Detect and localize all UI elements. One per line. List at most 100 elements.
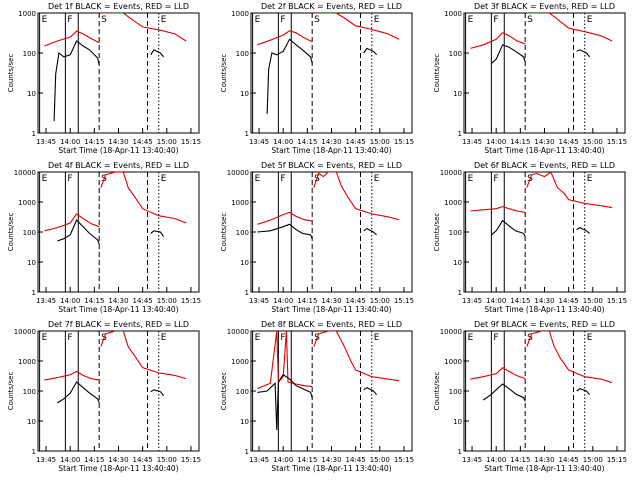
panel-title: Det 1f BLACK = Events, RED = LLD (48, 2, 189, 11)
x-tick-label: 14:45 (346, 297, 366, 305)
plot-frame (250, 12, 413, 134)
y-tick-label: 10 (27, 259, 36, 267)
x-tick-label: 14:15 (297, 138, 317, 146)
event-marker-label: F (493, 333, 498, 343)
x-tick-label: 15:00 (583, 138, 603, 146)
event-marker-label: F (280, 174, 285, 184)
events-series-line (53, 40, 100, 122)
panel-title: Det 8f BLACK = Events, RED = LLD (261, 320, 402, 329)
x-tick-label: 14:15 (510, 138, 530, 146)
x-tick-label: 14:00 (486, 138, 506, 146)
x-tick-label: 15:00 (370, 297, 390, 305)
x-tick-label: 15:00 (583, 297, 603, 305)
x-tick-label: 14:00 (486, 456, 506, 464)
events-series-line (576, 387, 591, 396)
x-tick-label: 15:15 (394, 138, 414, 146)
y-tick-label: 100 (236, 50, 249, 58)
x-tick-label: 13:45 (36, 138, 56, 146)
y-tick-label: 10000 (227, 328, 249, 336)
x-tick-label: 14:15 (510, 297, 530, 305)
x-tick-label: 14:30 (321, 138, 341, 146)
x-axis-label: Start Time (18-Apr-11 13:40:40) (271, 146, 391, 155)
panel-title: Det 9f BLACK = Events, RED = LLD (474, 320, 615, 329)
y-axis-label: Counts/sec (433, 54, 441, 93)
y-tick-label: 10000 (14, 328, 36, 336)
x-tick-label: 14:15 (84, 138, 104, 146)
x-tick-label: 13:45 (462, 297, 482, 305)
event-marker-label: E (468, 174, 474, 184)
y-tick-label: 10 (27, 90, 36, 98)
event-marker-label: E (587, 174, 593, 184)
y-tick-label: 1 (245, 130, 249, 138)
x-tick-label: 15:00 (157, 297, 177, 305)
panel-title: Det 6f BLACK = Events, RED = LLD (474, 161, 615, 170)
panel-title: Det 3f BLACK = Events, RED = LLD (474, 2, 615, 11)
x-axis-label: Start Time (18-Apr-11 13:40:40) (271, 464, 391, 473)
y-tick-label: 10 (27, 418, 36, 426)
event-marker-label: E (255, 333, 261, 343)
event-marker-label: E (42, 333, 48, 343)
plot-frame (463, 12, 626, 134)
event-marker-label: E (468, 333, 474, 343)
y-tick-label: 1 (458, 289, 462, 297)
lld-series-line (526, 331, 613, 384)
events-series-line (150, 230, 165, 237)
events-series-line (266, 38, 313, 114)
x-tick-label: 13:45 (249, 456, 269, 464)
x-tick-label: 14:45 (346, 138, 366, 146)
y-axis-label: Counts/sec (7, 54, 15, 93)
x-tick-label: 14:15 (84, 456, 104, 464)
y-tick-label: 100 (449, 50, 462, 58)
y-tick-label: 1000 (231, 199, 249, 207)
x-axis-label: Start Time (18-Apr-11 13:40:40) (271, 305, 391, 314)
x-tick-label: 13:45 (462, 138, 482, 146)
plot-frame (37, 330, 200, 452)
x-tick-label: 14:45 (133, 456, 153, 464)
lld-series-line (470, 206, 526, 213)
event-marker-label: E (468, 15, 474, 25)
y-tick-label: 1 (245, 289, 249, 297)
x-tick-label: 14:00 (273, 297, 293, 305)
x-tick-label: 14:30 (534, 297, 554, 305)
y-axis-label: Counts/sec (433, 372, 441, 411)
y-tick-label: 1000 (444, 199, 462, 207)
x-tick-label: 13:45 (249, 138, 269, 146)
plot-frame (37, 12, 200, 134)
y-axis-label: Counts/sec (7, 213, 15, 252)
x-tick-label: 15:00 (370, 138, 390, 146)
lld-series-line (44, 370, 100, 381)
lld-series-line (526, 13, 613, 42)
plot-frame (250, 171, 413, 293)
x-tick-label: 14:00 (273, 138, 293, 146)
lld-series-line (313, 13, 400, 40)
lld-series-line (100, 172, 187, 224)
y-tick-label: 1 (32, 448, 36, 456)
x-tick-label: 15:15 (607, 297, 627, 305)
event-marker-label: E (161, 174, 167, 184)
event-marker-label: E (42, 174, 48, 184)
x-tick-label: 15:15 (394, 297, 414, 305)
events-series-line (150, 49, 165, 58)
events-series-line (363, 227, 377, 236)
y-tick-label: 10 (453, 418, 462, 426)
y-tick-label: 100 (236, 388, 249, 396)
x-tick-label: 14:30 (534, 456, 554, 464)
x-tick-label: 13:45 (36, 297, 56, 305)
lld-series-line (100, 331, 187, 380)
x-tick-label: 14:45 (559, 138, 579, 146)
y-tick-label: 10 (240, 259, 249, 267)
x-tick-label: 14:15 (84, 297, 104, 305)
event-marker-label: E (374, 15, 380, 25)
lld-series-line (526, 172, 613, 209)
events-series-line (482, 383, 526, 402)
y-tick-label: 1 (32, 130, 36, 138)
x-tick-label: 14:15 (297, 456, 317, 464)
y-tick-label: 1000 (18, 10, 36, 18)
x-tick-label: 15:15 (607, 138, 627, 146)
x-axis-label: Start Time (18-Apr-11 13:40:40) (58, 146, 178, 155)
lld-series-line (313, 172, 400, 221)
lld-series-line (44, 30, 100, 47)
y-tick-label: 10000 (227, 169, 249, 177)
plot-frame (37, 171, 200, 293)
y-tick-label: 10000 (440, 328, 462, 336)
